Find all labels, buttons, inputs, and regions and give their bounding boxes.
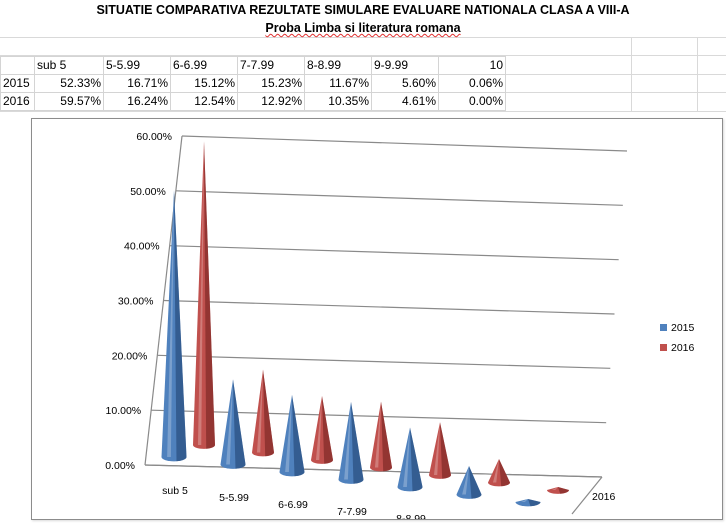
cone-2015-3-shade [351, 401, 364, 484]
cone-2016-4-shade [440, 422, 451, 479]
cone-2016-2-shade [322, 396, 333, 464]
cone-2016-4-highlight [433, 422, 440, 475]
table-cell[interactable]: 9-9.99 [371, 56, 439, 75]
gridline [169, 245, 619, 261]
sheet-subtitle: Proba Limba si literatura romana [265, 21, 461, 35]
cone-2016-0-highlight [197, 141, 204, 445]
x-category-label: 8-8.99 [396, 513, 426, 519]
cone-2015-4-shade [410, 427, 423, 492]
cone-2016-4 [429, 422, 451, 479]
cone-2015-0 [161, 190, 187, 462]
cone-2015-4-highlight [403, 427, 410, 487]
cone-2016-3-highlight [374, 401, 381, 468]
x-category-label: sub 5 [162, 485, 188, 497]
y-tick-label: 30.00% [118, 296, 154, 308]
cone-2016-6-highlight [551, 487, 558, 490]
cone-2015-6 [515, 499, 541, 507]
y-tick-label: 20.00% [112, 350, 148, 362]
cone-2016-3-shade [381, 401, 392, 472]
table-cell[interactable]: 0.00% [438, 92, 506, 111]
legend-swatch-2016 [660, 344, 667, 351]
table-cell[interactable]: 12.92% [237, 92, 305, 111]
x-category-label: 6-6.99 [278, 499, 308, 511]
axis-wall-edge [144, 135, 183, 466]
gridline [157, 354, 611, 369]
table-cell[interactable]: 59.57% [34, 92, 104, 111]
data-table: sub 5 5-5.99 6-6.99 7-7.99 8-8.99 9-9.99… [0, 56, 506, 111]
table-cell[interactable]: 6-6.99 [170, 56, 238, 75]
cone-2016-3 [370, 401, 392, 472]
cone-2016-6 [547, 487, 569, 494]
cone-2016-0 [193, 141, 215, 449]
cone-2016-5 [488, 458, 510, 487]
legend-label: 2016 [671, 342, 695, 354]
x-category-label: 7-7.99 [337, 506, 367, 518]
cone-2016-5-shade [499, 458, 510, 487]
cone-2015-1 [220, 379, 246, 469]
legend-label: 2015 [671, 322, 695, 334]
table-cell[interactable] [0, 56, 35, 75]
cone-2016-2 [311, 396, 333, 464]
table-cell[interactable]: 16.71% [103, 74, 171, 93]
table-cell[interactable]: 15.23% [237, 74, 305, 93]
table-cell[interactable]: 52.33% [34, 74, 104, 93]
cone-2016-2-highlight [315, 396, 322, 460]
table-header-row: sub 5 5-5.99 6-6.99 7-7.99 8-8.99 9-9.99… [0, 56, 506, 75]
chart-area[interactable]: 0.00% 10.00% 20.00% 30.00% 40.00% 50.00% 60.00… [31, 118, 723, 524]
table-cell-year[interactable]: 2016 [0, 92, 35, 111]
cone-2016-1-shade [263, 369, 274, 457]
table-cell[interactable]: 10.35% [304, 92, 372, 111]
sheet-title: SITUATIE COMPARATIVA REZULTATE SIMULARE … [96, 3, 630, 17]
table-cell[interactable]: 7-7.99 [237, 56, 305, 75]
legend-swatch-2015 [660, 324, 667, 331]
gridline [181, 135, 628, 152]
table-cell-year[interactable]: 2015 [0, 74, 35, 93]
cone-2015-5-shade [469, 465, 482, 499]
x-category-label: 5-5.99 [219, 492, 249, 504]
table-cell[interactable]: 10 [438, 56, 506, 75]
gridline [175, 190, 623, 206]
table-cell[interactable]: sub 5 [34, 56, 104, 75]
cone-2016-1 [252, 369, 274, 457]
table-cell[interactable]: 5-5.99 [103, 56, 171, 75]
table-cell[interactable]: 0.06% [438, 74, 506, 93]
cone-2015-1-shade [233, 379, 246, 469]
table-row: 2015 52.33% 16.71% 15.12% 15.23% 11.67% … [0, 74, 506, 93]
cone-2015-3 [338, 401, 364, 484]
depth-axis-label: 2016 [592, 491, 616, 503]
cone-2015-5 [456, 465, 482, 499]
y-tick-label: 40.00% [124, 241, 160, 253]
gridline [163, 299, 615, 315]
cone-2015-6-shade [528, 499, 541, 507]
table-cell[interactable]: 11.67% [304, 74, 372, 93]
y-tick-label: 0.00% [105, 460, 135, 472]
cone-2015-0-shade [174, 190, 187, 462]
cone-2016-0-shade [204, 141, 215, 449]
table-cell[interactable]: 15.12% [170, 74, 238, 93]
cone-2016-6-shade [558, 487, 569, 494]
cone-2015-2-highlight [285, 394, 292, 472]
table-cell[interactable]: 16.24% [103, 92, 171, 111]
cone-2015-0-highlight [167, 190, 174, 457]
cone-2015-3-highlight [344, 401, 351, 480]
y-tick-label: 60.00% [136, 131, 172, 143]
cone-2015-6-highlight [521, 499, 528, 502]
cone-2015-4 [397, 427, 423, 492]
cone-2015-2-shade [292, 394, 305, 477]
table-cell[interactable]: 8-8.99 [304, 56, 372, 75]
table-cell[interactable]: 12.54% [170, 92, 238, 111]
cone-2015-5-highlight [462, 465, 469, 495]
table-cell[interactable]: 4.61% [371, 92, 439, 111]
y-tick-label: 10.00% [106, 405, 142, 417]
cone-2015-1-highlight [226, 379, 233, 465]
cone-chart: 0.00% 10.00% 20.00% 30.00% 40.00% 50.00% 60.00… [105, 131, 695, 524]
cone-2016-5-highlight [492, 458, 499, 483]
table-row: 2016 59.57% 16.24% 12.54% 12.92% 10.35% … [0, 92, 506, 111]
cone-2015-2 [279, 394, 305, 477]
floor-edge [144, 464, 603, 478]
y-tick-label: 50.00% [130, 186, 166, 198]
table-cell[interactable]: 5.60% [371, 74, 439, 93]
